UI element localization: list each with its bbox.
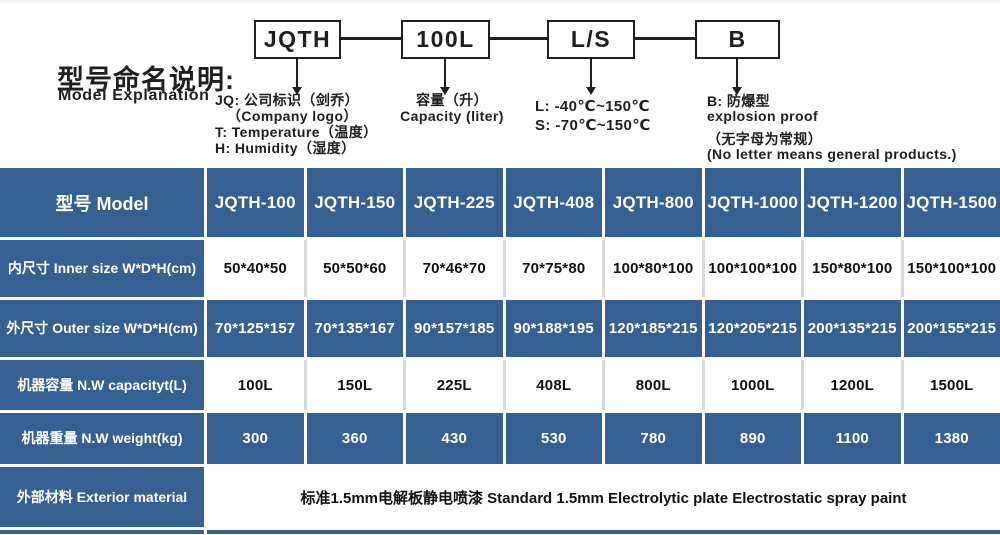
model-code-box-jqth: JQTH (254, 20, 341, 59)
spec-table: 型号 Model JQTH-100 JQTH-150 JQTH-225 JQTH… (0, 168, 1000, 534)
table-header-row: 型号 Model JQTH-100 JQTH-150 JQTH-225 JQTH… (0, 168, 1000, 237)
note-line: 容量（升） (416, 92, 488, 108)
value-cell: 408L (505, 360, 602, 410)
value-cell: 780 (605, 413, 702, 464)
value-cell: 1200L (804, 360, 901, 410)
value-cell: 200*155*215 (903, 300, 1000, 357)
value-cell: 800L (605, 360, 702, 410)
note-line: L: -40℃~150℃ (535, 98, 650, 115)
model-header-cell: JQTH-1200 (804, 168, 901, 237)
table-row-inner-size: 内尺寸 Inner size W*D*H(cm) 50*40*50 50*50*… (0, 240, 1000, 297)
down-arrow-icon (586, 59, 596, 95)
model-header-cell: JQTH-1500 (903, 168, 1000, 237)
note-line: H: Humidity（湿度） (215, 140, 356, 156)
down-arrow-icon (292, 59, 302, 95)
value-cell: 225L (406, 360, 503, 410)
value-cell: 890 (704, 413, 801, 464)
value-cell: 120*185*215 (605, 300, 702, 357)
table-row-exterior-material: 外部材料 Exterior material 标准1.5mm电解板静电喷漆 St… (0, 467, 1000, 527)
value-cell: 150L (306, 360, 403, 410)
model-code-box-temp-range: L/S (547, 20, 635, 59)
value-cell: 1500L (903, 360, 1000, 410)
value-cell: 150*100*100 (903, 240, 1000, 297)
connector-line (490, 37, 547, 40)
connector-line (341, 37, 401, 40)
row-label-cell: 机器容量 N.W capacityt(L) (0, 360, 204, 410)
model-header-cell: JQTH-1000 (704, 168, 801, 237)
model-code-box-explosion: B (695, 20, 780, 59)
model-header-cell: JQTH-800 (605, 168, 702, 237)
corner-label-cell: 型号 Model (0, 168, 204, 237)
table-row-partial (0, 530, 1000, 534)
arrowhead-icon (732, 87, 742, 95)
top-shadow-edge (0, 0, 1000, 5)
note-line: (No letter means general products.) (707, 146, 957, 162)
value-cell: 70*75*80 (505, 240, 602, 297)
note-line: T: Temperature（温度） (215, 124, 378, 140)
model-code-box-capacity: 100L (401, 20, 490, 59)
value-cell: 70*135*167 (306, 300, 403, 357)
note-company-logo: JQ: 公司标识（剑乔） （Company logo） T: Temperatu… (215, 92, 378, 156)
row-label-cell (0, 530, 204, 534)
model-naming-diagram: 型号命名说明: Model Explanation JQTH 100L L/S … (0, 0, 1000, 168)
value-cell: 100*100*100 (704, 240, 801, 297)
value-cell: 1100 (804, 413, 901, 464)
down-arrow-icon (732, 59, 742, 95)
note-line: B: 防爆型 (707, 93, 771, 109)
model-header-cell: JQTH-100 (207, 168, 304, 237)
arrowhead-icon (440, 87, 450, 95)
model-header-cell: JQTH-150 (306, 168, 403, 237)
row-label-cell: 外部材料 Exterior material (0, 467, 204, 527)
model-header-cell: JQTH-408 (505, 168, 602, 237)
table-row-capacity: 机器容量 N.W capacityt(L) 100L 150L 225L 408… (0, 360, 1000, 410)
value-cell: 90*157*185 (406, 300, 503, 357)
row-label-cell: 机器重量 N.W weight(kg) (0, 413, 204, 464)
row-label-cell: 内尺寸 Inner size W*D*H(cm) (0, 240, 204, 297)
note-line: explosion proof (707, 108, 818, 124)
value-cell: 70*125*157 (207, 300, 304, 357)
note-capacity: 容量（升） Capacity (liter) (396, 92, 508, 124)
row-label-cell: 外尺寸 Outer size W*D*H(cm) (0, 300, 204, 357)
merged-value-cell: 标准1.5mm电解板静电喷漆 Standard 1.5mm Electrolyt… (207, 467, 1000, 527)
diagram-title: 型号命名说明: (57, 65, 235, 95)
note-line: （Company logo） (227, 108, 358, 124)
value-cell: 1380 (903, 413, 1000, 464)
table-row-weight: 机器重量 N.W weight(kg) 300 360 430 530 780 … (0, 413, 1000, 464)
merged-value-cell (207, 530, 1000, 534)
value-cell: 70*46*70 (406, 240, 503, 297)
model-header-cell: JQTH-225 (406, 168, 503, 237)
value-cell: 200*135*215 (804, 300, 901, 357)
value-cell: 360 (306, 413, 403, 464)
arrowhead-icon (586, 87, 596, 95)
arrowhead-icon (292, 87, 302, 95)
note-line: S: -70℃~150℃ (535, 117, 651, 134)
diagram-subtitle: Model Explanation (58, 87, 210, 104)
value-cell: 150*80*100 (804, 240, 901, 297)
value-cell: 100*80*100 (605, 240, 702, 297)
value-cell: 120*205*215 (704, 300, 801, 357)
value-cell: 1000L (704, 360, 801, 410)
note-line: JQ: 公司标识（剑乔） (215, 92, 360, 108)
table-row-outer-size: 外尺寸 Outer size W*D*H(cm) 70*125*157 70*1… (0, 300, 1000, 357)
value-cell: 90*188*195 (505, 300, 602, 357)
value-cell: 300 (207, 413, 304, 464)
note-explosion-proof: B: 防爆型 explosion proof （无字母为常规） (No lett… (707, 94, 957, 162)
note-line: （无字母为常规） (707, 131, 823, 147)
value-cell: 50*50*60 (306, 240, 403, 297)
value-cell: 50*40*50 (207, 240, 304, 297)
connector-line (635, 37, 695, 40)
down-arrow-icon (440, 59, 450, 95)
value-cell: 530 (505, 413, 602, 464)
note-temperature-range: L: -40℃~150℃ S: -70℃~150℃ (535, 97, 651, 135)
value-cell: 100L (207, 360, 304, 410)
value-cell: 430 (406, 413, 503, 464)
note-line: Capacity (liter) (400, 108, 504, 124)
